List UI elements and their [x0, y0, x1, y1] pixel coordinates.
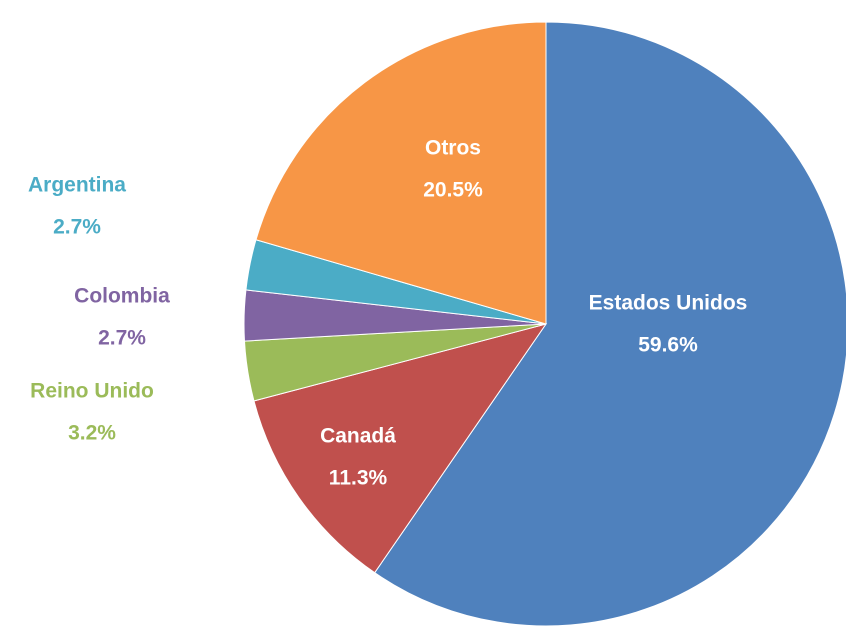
slice-label: Colombia: [74, 285, 170, 308]
value-label: 11.3%: [329, 467, 388, 490]
value-label: 20.5%: [423, 179, 483, 202]
slice-label: Argentina: [28, 174, 126, 197]
value-label: 59.6%: [638, 334, 698, 357]
slice-label: Reino Unido: [30, 380, 154, 403]
pie-slice: [253, 323, 548, 574]
slice-label: Canadá: [320, 425, 396, 448]
value-label: 2.7%: [98, 327, 146, 350]
slice-label: Estados Unidos: [589, 292, 748, 315]
pie-slice: [255, 21, 547, 325]
value-label: 2.7%: [53, 216, 101, 239]
slice-label: Otros: [425, 137, 481, 160]
value-label: 3.2%: [68, 422, 116, 445]
pie-slice: [373, 21, 846, 627]
